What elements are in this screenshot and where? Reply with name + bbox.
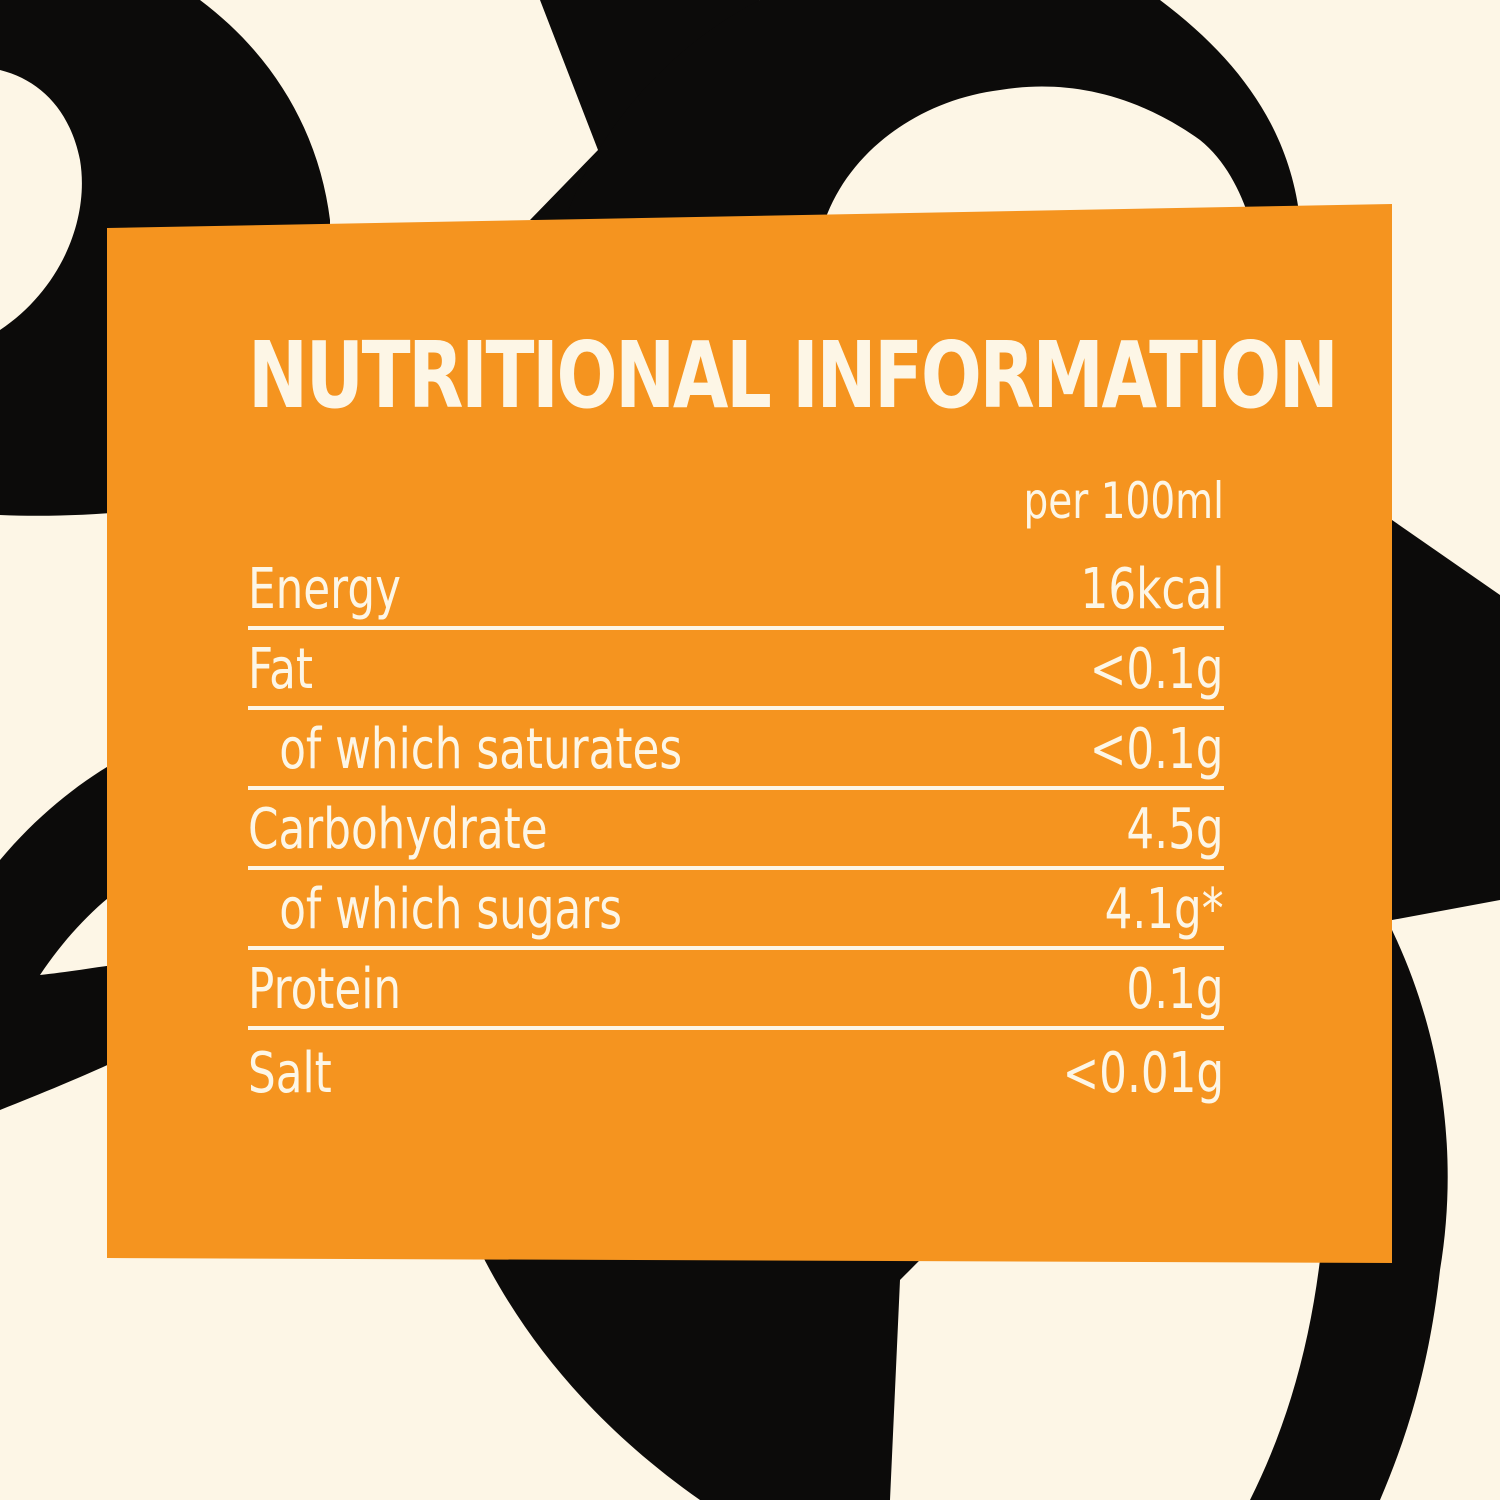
row-value: 0.1g [1126, 957, 1224, 1022]
row-label: of which saturates [279, 717, 683, 782]
row-carbohydrate: Carbohydrate 4.5g [248, 790, 1224, 870]
row-protein: Protein 0.1g [248, 950, 1224, 1030]
row-salt: Salt <0.01g [248, 1030, 1224, 1110]
row-label: Fat [248, 637, 314, 702]
row-value: <0.1g [1090, 637, 1224, 702]
per-label-text: per 100ml [1023, 472, 1224, 530]
per-label: per 100ml [463, 476, 1224, 534]
row-value: 16kcal [1080, 557, 1224, 622]
row-value: 4.1g* [1104, 877, 1224, 942]
row-fat: Fat <0.1g [248, 630, 1224, 710]
row-label: Salt [248, 1041, 332, 1106]
row-value: 4.5g [1126, 797, 1224, 862]
row-label: of which sugars [279, 877, 622, 942]
row-label: Energy [248, 557, 401, 622]
row-value: <0.01g [1062, 1041, 1224, 1106]
row-sugars: of which sugars 4.1g* [248, 870, 1224, 950]
nutrition-rows: Energy 16kcal Fat <0.1g of which saturat… [248, 550, 1224, 1110]
row-label: Carbohydrate [248, 797, 548, 862]
nutrition-table: NUTRITIONAL INFORMATION per 100ml Energy… [248, 322, 1339, 1110]
page-title: NUTRITIONAL INFORMATION [248, 322, 1339, 429]
row-label: Protein [248, 957, 402, 1022]
row-value: <0.1g [1090, 717, 1224, 782]
row-saturates: of which saturates <0.1g [248, 710, 1224, 790]
row-energy: Energy 16kcal [248, 550, 1224, 630]
